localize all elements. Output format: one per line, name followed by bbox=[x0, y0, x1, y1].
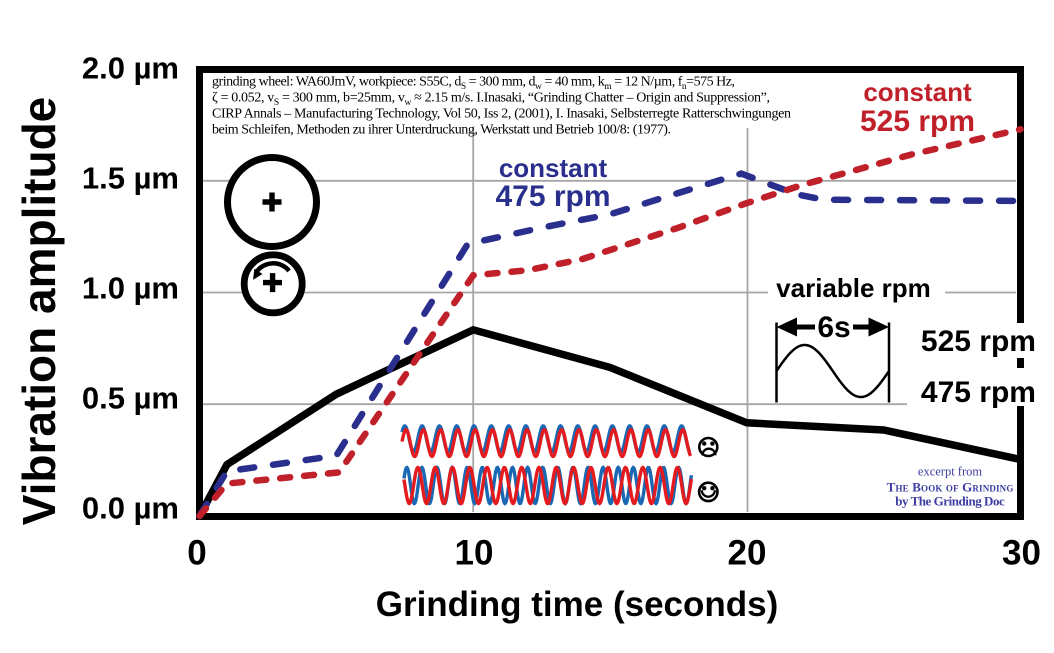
svg-text:by The Grinding Doc: by The Grinding Doc bbox=[895, 494, 1005, 509]
svg-text:constant: constant bbox=[499, 153, 608, 183]
svg-text:excerpt from: excerpt from bbox=[918, 465, 982, 479]
svg-text:CIRP Annals – Manufacturing Te: CIRP Annals – Manufacturing Technology, … bbox=[212, 107, 791, 122]
svg-text:475 rpm: 475 rpm bbox=[921, 376, 1036, 409]
svg-text:1.5 µm: 1.5 µm bbox=[82, 160, 179, 195]
svg-text:grinding wheel: WA60JmV, workp: grinding wheel: WA60JmV, workpiece: S55C… bbox=[212, 75, 735, 93]
svg-text:ζ = 0.052, vS = 300 mm, b=25mm: ζ = 0.052, vS = 300 mm, b=25mm, vw ≈ 2.1… bbox=[212, 91, 770, 109]
svg-text:6s: 6s bbox=[817, 311, 850, 344]
svg-text:30: 30 bbox=[1002, 534, 1041, 573]
svg-text:constant: constant bbox=[863, 77, 972, 107]
svg-text:0.5 µm: 0.5 µm bbox=[82, 380, 179, 415]
svg-text:525 rpm: 525 rpm bbox=[860, 105, 975, 138]
svg-text:The Book of Grinding: The Book of Grinding bbox=[887, 480, 1014, 495]
svg-text:10: 10 bbox=[455, 534, 494, 573]
svg-text:475 rpm: 475 rpm bbox=[495, 180, 610, 213]
svg-text:beim Schleifen, Methoden zu ih: beim Schleifen, Methoden zu ihrer Unterd… bbox=[212, 123, 671, 138]
svg-text:0: 0 bbox=[187, 534, 206, 573]
svg-text:Grinding time (seconds): Grinding time (seconds) bbox=[376, 585, 779, 624]
svg-text:variable rpm: variable rpm bbox=[776, 273, 931, 303]
svg-text:Vibration amplitude: Vibration amplitude bbox=[13, 97, 65, 526]
svg-text:0.0 µm: 0.0 µm bbox=[82, 490, 179, 525]
svg-text:525 rpm: 525 rpm bbox=[921, 325, 1036, 358]
svg-text:20: 20 bbox=[728, 534, 767, 573]
svg-text:1.0 µm: 1.0 µm bbox=[82, 270, 179, 305]
svg-text:2.0 µm: 2.0 µm bbox=[82, 50, 179, 85]
